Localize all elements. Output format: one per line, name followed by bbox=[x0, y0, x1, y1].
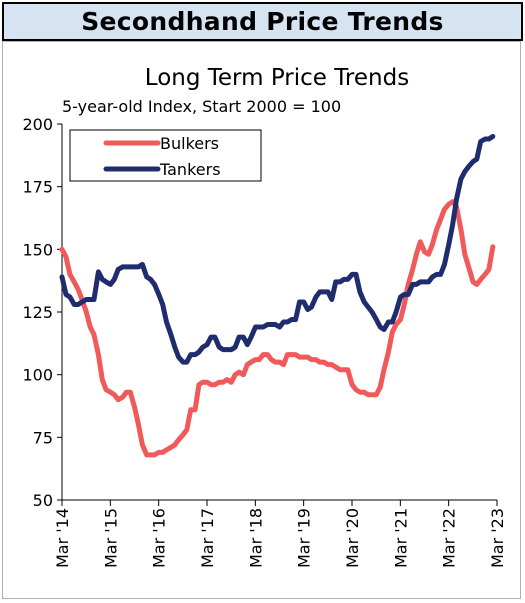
x-tick-label: Mar '17 bbox=[198, 508, 217, 568]
series-line-tankers bbox=[59, 134, 496, 365]
x-tick-label: Mar '18 bbox=[246, 508, 265, 568]
legend-label-tankers: Tankers bbox=[159, 160, 221, 179]
x-tick-label: Mar '15 bbox=[101, 508, 120, 568]
series-line-bulkers bbox=[59, 199, 496, 458]
legend-label-bulkers: Bulkers bbox=[160, 134, 219, 153]
x-tick-label: Mar '21 bbox=[391, 508, 410, 568]
x-tick-label: Mar '16 bbox=[150, 508, 169, 568]
y-tick-label: 100 bbox=[22, 366, 53, 385]
legend-box bbox=[69, 129, 262, 182]
x-tick-label: Mar '20 bbox=[343, 508, 362, 568]
y-tick-label: 75 bbox=[33, 428, 53, 447]
x-tick-label: Mar '22 bbox=[440, 508, 459, 568]
y-tick-label: 150 bbox=[22, 240, 53, 259]
y-axis-ticks: 50 75 100 125 150 175 200 bbox=[22, 115, 62, 510]
legend: Bulkers Tankers bbox=[69, 129, 262, 182]
page-title: Secondhand Price Trends bbox=[81, 7, 444, 36]
chart-subtitle: 5-year-old Index, Start 2000 = 100 bbox=[62, 97, 341, 116]
x-tick-label: Mar '14 bbox=[53, 508, 72, 568]
series-lines bbox=[59, 134, 496, 458]
header-banner: Secondhand Price Trends bbox=[2, 2, 523, 41]
y-tick-label: 200 bbox=[22, 115, 53, 134]
x-axis-ticks: Mar '14 Mar '15 Mar '16 Mar '17 Mar '18 Mar '… bbox=[53, 500, 507, 568]
x-tick-label: Mar '23 bbox=[488, 508, 507, 568]
y-tick-label: 175 bbox=[22, 178, 53, 197]
x-tick-label: Mar '19 bbox=[295, 508, 314, 568]
chart-title: Long Term Price Trends bbox=[145, 65, 409, 91]
y-tick-label: 125 bbox=[22, 303, 53, 322]
y-tick-label: 50 bbox=[33, 491, 53, 510]
